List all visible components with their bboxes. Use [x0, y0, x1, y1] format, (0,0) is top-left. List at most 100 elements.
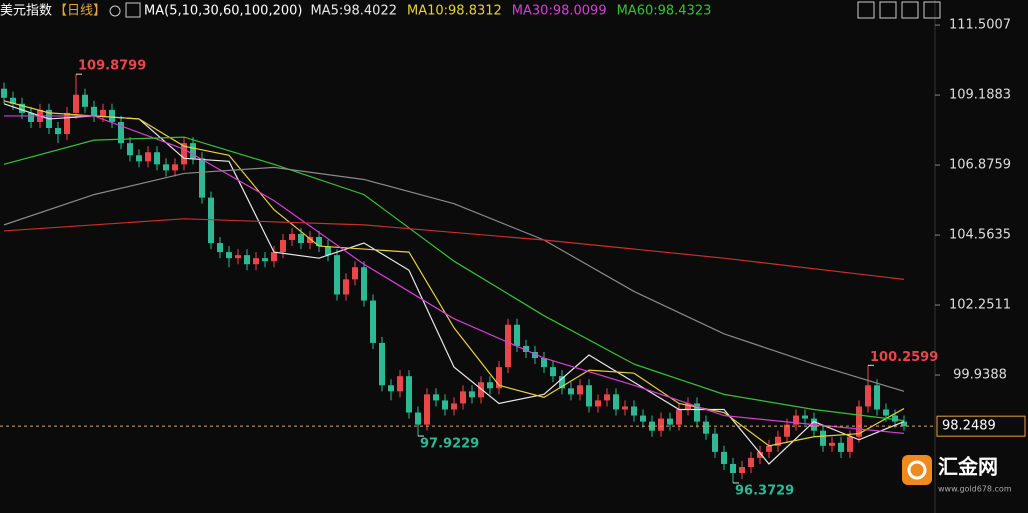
candle-body	[514, 324, 520, 346]
candle-body	[901, 421, 907, 427]
candle-body	[568, 388, 574, 395]
toolbar-icons	[857, 1, 941, 19]
candle-body	[334, 255, 340, 295]
candle-body	[667, 418, 673, 425]
ma-line	[3, 166, 905, 392]
candle-body	[883, 409, 889, 416]
y-tick-label: 102.2511	[949, 298, 1011, 313]
candle-body	[847, 436, 853, 452]
candle-body	[64, 112, 70, 135]
header-label: MA30:98.0099	[512, 4, 607, 19]
last-price-tag	[936, 415, 1026, 437]
candle-body	[226, 252, 232, 259]
brand: 汇金网	[938, 455, 998, 479]
candle-body	[694, 403, 700, 422]
candle-body	[325, 246, 331, 256]
candle-body	[658, 418, 664, 431]
candle-body	[838, 442, 844, 452]
candle-body	[613, 394, 619, 410]
candle-body	[640, 415, 646, 422]
y-tick-label: 109.1883	[949, 88, 1011, 103]
logo: 汇金网 www.gold678.com	[902, 455, 1012, 494]
candle-body	[55, 128, 61, 135]
candle-body	[343, 279, 349, 295]
candle-body	[586, 385, 592, 407]
candle-body	[253, 258, 259, 265]
candle-body	[19, 103, 25, 113]
candle-body	[748, 457, 754, 467]
candle-body	[424, 394, 430, 425]
candle-body	[262, 258, 268, 262]
candle-body	[766, 445, 772, 452]
candle-body	[577, 385, 583, 395]
candle-body	[145, 152, 151, 162]
candle-body	[856, 406, 862, 437]
candle-body	[496, 367, 502, 389]
y-tick-label: 99.9388	[953, 368, 1007, 383]
candle-body	[649, 421, 655, 431]
candle-body	[388, 385, 394, 392]
candle-body	[541, 358, 547, 368]
candle-body	[82, 94, 88, 107]
candle-body	[559, 376, 565, 389]
candle-body	[532, 351, 538, 359]
candle-body	[865, 385, 871, 407]
candle-body	[28, 112, 34, 122]
candle-body	[109, 109, 115, 122]
candle-body	[451, 403, 457, 410]
candle-body	[487, 382, 493, 389]
candle-body	[505, 324, 511, 368]
candle-body	[802, 415, 808, 419]
chart-icon	[125, 2, 141, 18]
candle-body	[703, 421, 709, 434]
candle-body	[685, 403, 691, 410]
candle-body	[289, 233, 295, 241]
candle-body	[631, 406, 637, 416]
candle-body	[478, 382, 484, 398]
candle-body	[433, 394, 439, 401]
candle-body	[361, 267, 367, 301]
ma-line	[3, 218, 905, 280]
candle-body	[829, 442, 835, 446]
header-label: 【日线】	[54, 4, 106, 19]
add-icon	[109, 5, 121, 17]
annotation: 100.2599	[870, 350, 938, 365]
candle-body	[820, 430, 826, 446]
brand-url: www.gold678.com	[938, 485, 1012, 494]
y-tick-label: 104.5635	[949, 228, 1011, 243]
header-label: MA5:98.4022	[310, 4, 397, 19]
candle-body	[676, 409, 682, 425]
candle-body	[118, 121, 124, 144]
candle-body	[316, 236, 322, 247]
candle-body	[523, 345, 529, 352]
candle-body	[595, 400, 601, 407]
annotation: 109.8799	[78, 59, 146, 74]
candle-body	[235, 255, 241, 259]
ma-line	[3, 136, 905, 422]
candle-body	[379, 342, 385, 386]
candle-body	[127, 143, 133, 156]
candle-body	[217, 243, 223, 253]
candle-body	[397, 376, 403, 392]
candle-body	[874, 385, 880, 410]
candle-body	[604, 394, 610, 401]
candle-body	[199, 158, 205, 198]
candle-body	[757, 451, 763, 458]
candle-body	[100, 109, 106, 116]
candle-body	[370, 300, 376, 343]
candle-body	[712, 433, 718, 452]
header-label: MA(5,10,30,60,100,200)	[144, 4, 302, 19]
candle-body	[721, 451, 727, 464]
candle-body	[298, 233, 304, 244]
candle-body	[208, 197, 214, 244]
candle-body	[163, 164, 169, 171]
annotation: 97.9229	[420, 437, 479, 452]
candle-body	[415, 412, 421, 425]
candle-body	[730, 463, 736, 474]
candle-body	[154, 152, 160, 165]
y-tick-label: 111.5007	[949, 18, 1011, 33]
y-tick-label: 106.8759	[949, 158, 1011, 173]
header-label: MA60:98.4323	[617, 4, 712, 19]
candle-body	[469, 391, 475, 398]
